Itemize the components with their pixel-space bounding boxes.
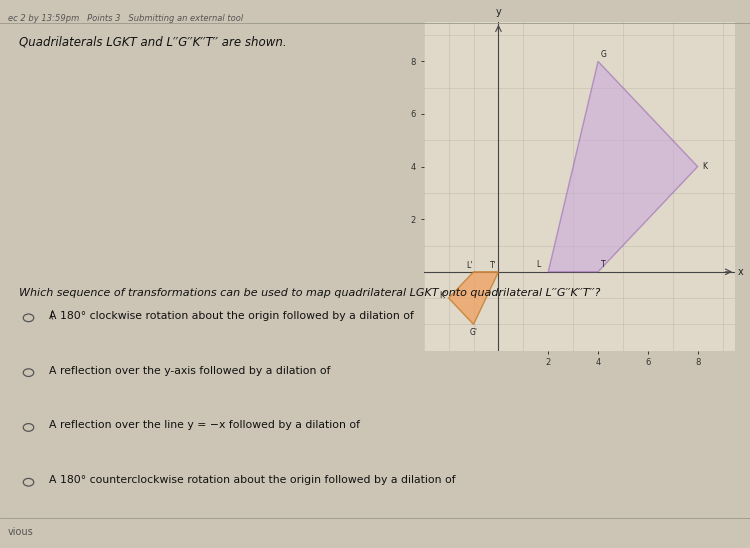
Text: T: T (601, 260, 605, 269)
Text: Which sequence of transformations can be used to map quadrilateral LGKT onto qua: Which sequence of transformations can be… (19, 288, 600, 298)
Text: K': K' (439, 291, 446, 300)
Text: x: x (737, 267, 743, 277)
Text: (: ( (49, 310, 52, 319)
Text: y: y (496, 7, 501, 16)
Text: L: L (536, 260, 541, 269)
Polygon shape (548, 61, 698, 272)
Text: T': T' (490, 261, 497, 271)
Text: A 180° counterclockwise rotation about the origin followed by a dilation of: A 180° counterclockwise rotation about t… (49, 475, 459, 485)
Text: G: G (601, 50, 607, 59)
Text: K: K (703, 162, 708, 171)
Text: A reflection over the line y = −x followed by a dilation of: A reflection over the line y = −x follow… (49, 420, 363, 430)
Polygon shape (448, 272, 499, 324)
Text: A 180° clockwise rotation about the origin followed by a dilation of: A 180° clockwise rotation about the orig… (49, 311, 417, 321)
Text: A reflection over the y-axis followed by a dilation of: A reflection over the y-axis followed by… (49, 366, 334, 375)
Text: ec 2 by 13:59pm   Points 3   Submitting an external tool: ec 2 by 13:59pm Points 3 Submitting an e… (8, 14, 243, 22)
Text: L': L' (466, 261, 472, 271)
Text: Quadrilaterals LGKT and L′′G′′K′′T′′ are shown.: Quadrilaterals LGKT and L′′G′′K′′T′′ are… (19, 36, 286, 49)
Text: vious: vious (8, 527, 33, 537)
Text: G': G' (470, 328, 478, 338)
